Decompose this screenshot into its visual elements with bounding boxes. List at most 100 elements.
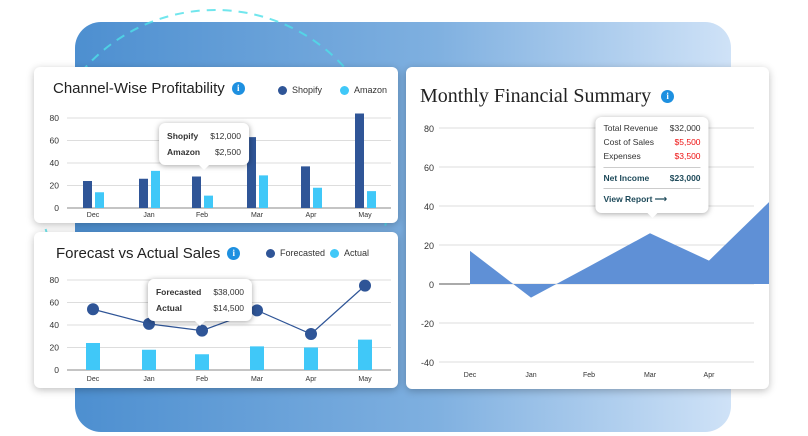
y-tick-label: 40	[50, 158, 60, 168]
bar-amazon	[367, 191, 376, 208]
bar-shopify	[355, 113, 364, 208]
y-tick-label: 20	[50, 343, 60, 353]
x-tick-label: Feb	[196, 212, 208, 219]
bar-actual	[304, 347, 318, 370]
bar-shopify	[139, 178, 148, 208]
x-tick-label: May	[358, 212, 372, 219]
y-tick-label: 40	[424, 202, 434, 212]
legend-amazon: Amazon	[354, 85, 388, 95]
bar-shopify	[192, 176, 201, 208]
x-tick-label: Jan	[143, 212, 154, 219]
bar-amazon	[95, 192, 104, 208]
x-tick-label: Feb	[583, 372, 595, 379]
panel-title: Channel-Wise Profitability	[53, 80, 225, 97]
x-tick-label: Dec	[464, 372, 477, 379]
y-tick-label: 80	[50, 113, 60, 123]
tooltip: Total Revenue $32,000 Cost of Sales $5,500…	[595, 117, 709, 218]
y-tick-label: 60	[50, 298, 60, 308]
tooltip: Forecasted $38,000 Actual $14,500	[147, 279, 253, 326]
legend-swatch-forecasted	[266, 248, 275, 258]
info-icon[interactable]: i	[231, 82, 245, 95]
bar-shopify	[83, 181, 92, 208]
y-tick-label: 80	[50, 275, 60, 285]
channel-profitability-panel: Channel-Wise Profitability i Shopify Ama…	[34, 67, 398, 223]
area-fill	[470, 202, 769, 298]
y-tick-label: 60	[424, 163, 434, 173]
monthly-summary-panel: Monthly Financial Summary i -40 -20 0 20 40 6…	[406, 67, 769, 389]
y-tick-label: 80	[424, 124, 434, 134]
tooltip-label: Amazon	[167, 147, 201, 157]
y-tick-label: -20	[421, 319, 434, 329]
tooltip-label: Actual	[155, 303, 182, 313]
forecast-point	[196, 324, 208, 337]
info-icon[interactable]: i	[661, 90, 675, 103]
info-icon[interactable]: i	[227, 247, 241, 260]
legend-swatch-amazon	[340, 85, 350, 95]
bar-amazon	[259, 175, 268, 208]
panel-header: Channel-Wise Profitability i	[53, 80, 245, 97]
tooltip-value: $5,500	[674, 137, 701, 147]
legend: Forecasted Actual	[266, 248, 369, 258]
panel-header: Monthly Financial Summary i	[420, 85, 675, 108]
x-tick-label: Apr	[306, 376, 318, 383]
panel-header: Forecast vs Actual Sales i	[56, 245, 241, 262]
combo-chart: 0 20 40 60 80 Dec Jan Feb Mar Apr May	[50, 275, 391, 383]
y-tick-label: 0	[429, 280, 434, 290]
area-chart: -40 -20 0 20 40 60 80 Dec Jan Feb Mar Apr	[421, 124, 769, 379]
bar-actual	[142, 349, 156, 370]
x-tick-label: Feb	[196, 376, 208, 383]
bar-actual	[358, 339, 372, 370]
tooltip-label: Total Revenue	[603, 123, 658, 133]
bar-actual	[86, 343, 100, 370]
net-income-value: $23,000	[669, 173, 701, 183]
tooltip-label: Expenses	[603, 151, 641, 161]
tooltip-value: $14,500	[213, 303, 245, 313]
y-tick-label: 20	[424, 241, 434, 251]
legend: Shopify Amazon	[278, 85, 387, 95]
y-tick-label: 0	[54, 203, 59, 213]
bar-shopify	[247, 137, 256, 208]
forecast-point	[87, 303, 99, 316]
tooltip-value: $38,000	[213, 287, 245, 297]
bar-shopify	[301, 166, 310, 208]
x-tick-label: Mar	[251, 376, 264, 383]
bar-actual	[195, 354, 209, 370]
panel-title: Forecast vs Actual Sales	[56, 245, 221, 262]
y-tick-label: 20	[50, 181, 60, 191]
legend-forecasted: Forecasted	[280, 248, 326, 258]
x-tick-label: Jan	[525, 372, 536, 379]
tooltip: Shopify $12,000 Amazon $2,500	[159, 123, 249, 170]
forecast-point	[305, 328, 317, 340]
forecast-point	[251, 304, 263, 317]
x-tick-label: Jan	[143, 376, 154, 383]
y-tick-label: 40	[50, 320, 60, 330]
net-income-label: Net Income	[603, 173, 650, 183]
tooltip-value: $2,500	[214, 147, 241, 157]
x-tick-label: Mar	[644, 372, 657, 379]
x-tick-label: Mar	[251, 212, 264, 219]
bar-amazon	[204, 195, 213, 208]
x-tick-label: Dec	[87, 212, 100, 219]
bar-amazon	[313, 187, 322, 208]
x-tick-label: Dec	[87, 376, 100, 383]
tooltip-value: $3,500	[674, 151, 701, 161]
y-tick-label: 60	[50, 136, 60, 146]
tooltip-label: Cost of Sales	[603, 137, 655, 147]
x-tick-label: Apr	[704, 372, 716, 379]
legend-swatch-actual	[330, 248, 340, 258]
bar-actual	[250, 346, 264, 370]
y-tick-label: 0	[54, 365, 59, 375]
tooltip-value: $32,000	[669, 123, 701, 133]
panel-title: Monthly Financial Summary	[420, 85, 652, 107]
x-tick-label: Apr	[306, 212, 318, 219]
tooltip-label: Shopify	[167, 131, 199, 141]
legend-shopify: Shopify	[292, 85, 323, 95]
bar-amazon	[151, 170, 160, 208]
forecast-point	[359, 279, 371, 292]
x-tick-label: May	[358, 376, 372, 383]
view-report-link[interactable]: View Report ⟶	[603, 194, 667, 204]
tooltip-value: $12,000	[210, 131, 241, 141]
forecast-actual-panel: Forecast vs Actual Sales i Forecasted Ac…	[34, 232, 398, 388]
tooltip-label: Forecasted	[155, 287, 202, 297]
legend-actual: Actual	[344, 248, 370, 258]
